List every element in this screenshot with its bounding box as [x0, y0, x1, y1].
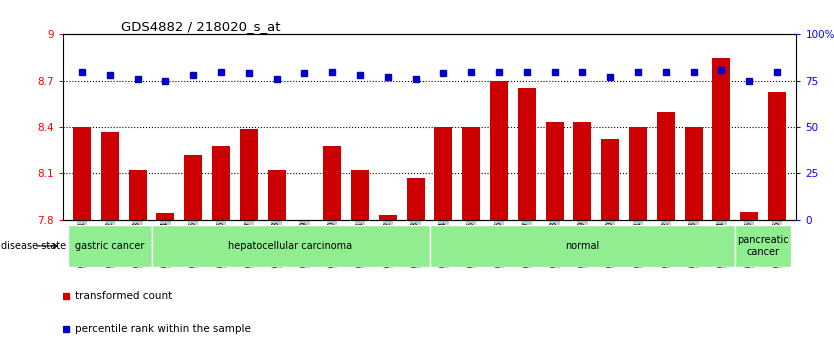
Bar [184, 155, 202, 220]
Text: GDS4882 / 218020_s_at: GDS4882 / 218020_s_at [121, 20, 281, 33]
Bar [435, 127, 452, 220]
Bar [574, 122, 591, 220]
Bar [545, 122, 564, 220]
Bar [768, 91, 786, 220]
Bar [379, 215, 397, 220]
Bar [518, 89, 535, 220]
Bar [212, 146, 230, 220]
Text: percentile rank within the sample: percentile rank within the sample [75, 324, 251, 334]
Bar [268, 170, 285, 220]
Bar [601, 139, 619, 220]
Bar [351, 170, 369, 220]
Bar [430, 225, 736, 267]
Bar [490, 81, 508, 220]
Bar [240, 129, 258, 220]
Bar [68, 225, 152, 267]
Bar [324, 146, 341, 220]
Text: normal: normal [565, 241, 600, 251]
Text: gastric cancer: gastric cancer [75, 241, 144, 251]
Bar [73, 127, 91, 220]
Bar [656, 112, 675, 220]
Bar [736, 225, 791, 267]
Bar [712, 58, 731, 220]
Bar [685, 127, 702, 220]
Bar [741, 212, 758, 220]
Text: hepatocellular carcinoma: hepatocellular carcinoma [229, 241, 353, 251]
Text: transformed count: transformed count [75, 291, 173, 301]
Bar [101, 132, 118, 220]
Text: disease state: disease state [1, 241, 67, 251]
Text: pancreatic
cancer: pancreatic cancer [737, 235, 789, 257]
Bar [407, 178, 425, 220]
Bar [152, 225, 430, 267]
Bar [462, 127, 480, 220]
Bar [629, 127, 647, 220]
Bar [128, 170, 147, 220]
Bar [157, 213, 174, 220]
